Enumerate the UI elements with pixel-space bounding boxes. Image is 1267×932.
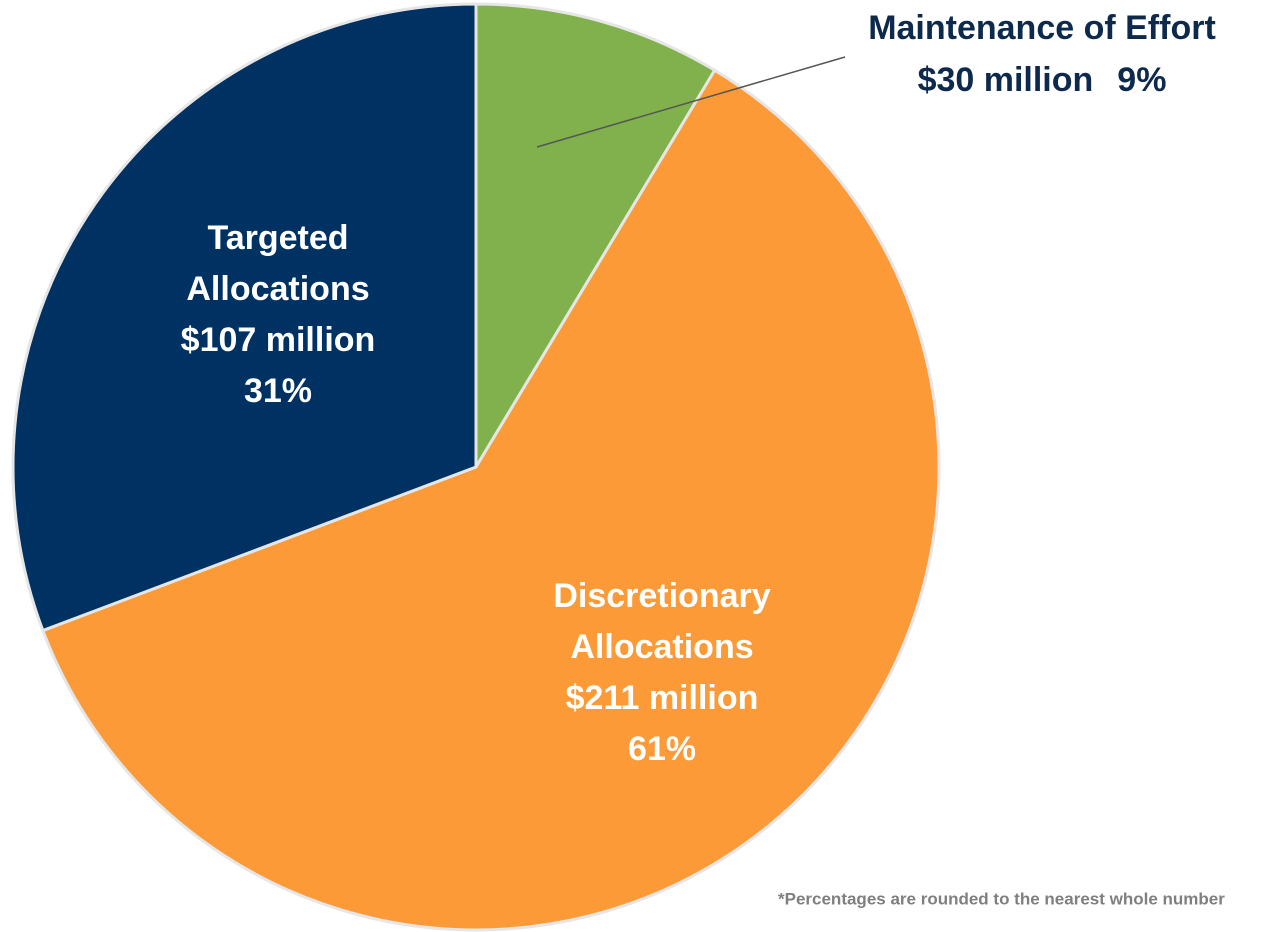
percent-label: 31% <box>244 372 312 410</box>
percent-label: 61% <box>628 730 696 768</box>
slice-label: Allocations <box>186 270 369 308</box>
slice-label: Allocations <box>570 628 753 666</box>
value-label: $30 million <box>918 61 1094 99</box>
pie-slice <box>11 2 478 633</box>
percent-label: 9% <box>1117 61 1166 99</box>
leader-line <box>536 56 846 148</box>
slice-label: Maintenance of Effort <box>868 9 1216 47</box>
pie-slice <box>474 2 717 473</box>
slice-label: Targeted <box>207 219 348 257</box>
pie-slice <box>40 68 941 932</box>
slice-amount-line: $30 million 9% <box>918 61 1167 99</box>
footnote: *Percentages are rounded to the nearest … <box>778 889 1225 908</box>
slice-label: Discretionary <box>553 577 770 615</box>
value-label: $107 million <box>181 321 376 359</box>
value-label: $211 million <box>566 679 759 717</box>
